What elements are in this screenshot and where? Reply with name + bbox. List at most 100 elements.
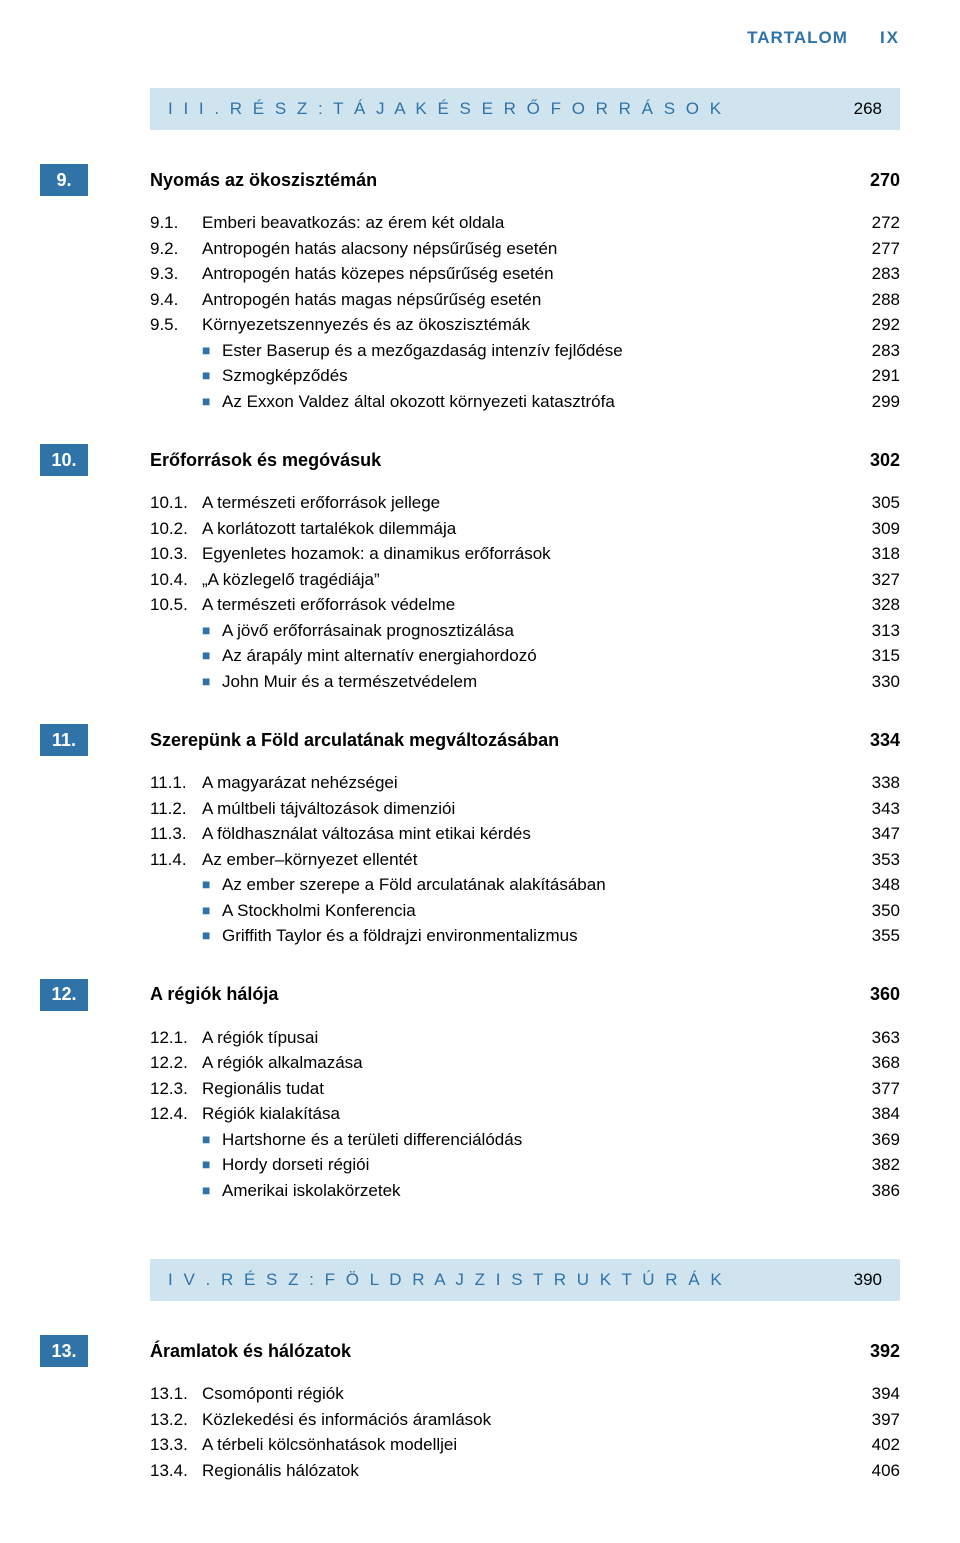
bullet-row: ■Griffith Taylor és a földrajzi environm… bbox=[150, 923, 900, 949]
section-page: 292 bbox=[858, 312, 900, 338]
section-page: 327 bbox=[858, 567, 900, 593]
bullet-page: 291 bbox=[858, 363, 900, 389]
section-num: 13.1. bbox=[150, 1381, 202, 1407]
square-bullet-icon: ■ bbox=[202, 1152, 222, 1178]
section-title: Környezetszennyezés és az ökoszisztémák bbox=[202, 312, 858, 338]
section-block: 13.1.Csomóponti régiók394 13.2.Közlekedé… bbox=[150, 1381, 900, 1483]
square-bullet-icon: ■ bbox=[202, 923, 222, 949]
section-num: 9.1. bbox=[150, 210, 202, 236]
section-num: 11.2. bbox=[150, 796, 202, 822]
chapter-page: 270 bbox=[858, 170, 900, 191]
bullet-text-italic: Exxon Valdez bbox=[247, 392, 350, 411]
section-title: Egyenletes hozamok: a dinamikus erőforrá… bbox=[202, 541, 858, 567]
section-row: 12.1.A régiók típusai363 bbox=[150, 1025, 900, 1051]
bullet-page: 355 bbox=[858, 923, 900, 949]
chapter-title: Szerepünk a Föld arculatának megváltozás… bbox=[150, 730, 858, 751]
bullet-row: ■Az árapály mint alternatív energiahordo… bbox=[150, 643, 900, 669]
bullet-spacer bbox=[150, 1127, 202, 1153]
section-row: 13.4.Regionális hálózatok406 bbox=[150, 1458, 900, 1484]
section-num: 10.5. bbox=[150, 592, 202, 618]
section-num: 11.4. bbox=[150, 847, 202, 873]
section-num: 9.3. bbox=[150, 261, 202, 287]
section-page: 347 bbox=[858, 821, 900, 847]
square-bullet-icon: ■ bbox=[202, 363, 222, 389]
bullet-spacer bbox=[150, 389, 202, 415]
bullet-title: A jövő erőforrásainak prognosztizálása bbox=[222, 618, 858, 644]
section-row: 12.4.Régiók kialakítása384 bbox=[150, 1101, 900, 1127]
chapter-page: 334 bbox=[858, 730, 900, 751]
chapter-badge: 10. bbox=[40, 444, 88, 476]
bullet-spacer bbox=[150, 618, 202, 644]
square-bullet-icon: ■ bbox=[202, 1178, 222, 1204]
section-num: 10.1. bbox=[150, 490, 202, 516]
chapter-badge: 12. bbox=[40, 979, 88, 1011]
chapter-page: 302 bbox=[858, 450, 900, 471]
square-bullet-icon: ■ bbox=[202, 1127, 222, 1153]
section-row: 10.4.„A közlegelő tragédiája”327 bbox=[150, 567, 900, 593]
section-title: Régiók kialakítása bbox=[202, 1101, 858, 1127]
section-page: 283 bbox=[858, 261, 900, 287]
toc-page: TARTALOM IX I I I . R É S Z : T Á J A K … bbox=[0, 0, 960, 1543]
section-page: 363 bbox=[858, 1025, 900, 1051]
section-row: 9.4.Antropogén hatás magas népsűrűség es… bbox=[150, 287, 900, 313]
chapter-title: A régiók hálója bbox=[150, 984, 858, 1005]
section-row: 9.5.Környezetszennyezés és az ökosziszté… bbox=[150, 312, 900, 338]
bullet-spacer bbox=[150, 898, 202, 924]
bullet-page: 315 bbox=[858, 643, 900, 669]
section-title: Az ember–környezet ellentét bbox=[202, 847, 858, 873]
part-title: I I I . R É S Z : T Á J A K É S E R Ő F … bbox=[168, 99, 854, 119]
section-title: Antropogén hatás alacsony népsűrűség ese… bbox=[202, 236, 858, 262]
bullet-spacer bbox=[150, 363, 202, 389]
bullet-title: Ester Baserup és a mezőgazdaság intenzív… bbox=[222, 338, 858, 364]
square-bullet-icon: ■ bbox=[202, 872, 222, 898]
bullet-page: 386 bbox=[858, 1178, 900, 1204]
section-title: „A közlegelő tragédiája” bbox=[202, 567, 858, 593]
section-page: 377 bbox=[858, 1076, 900, 1102]
section-title: Emberi beavatkozás: az érem két oldala bbox=[202, 210, 858, 236]
bullet-row: ■A Stockholmi Konferencia350 bbox=[150, 898, 900, 924]
bullet-title: Hartshorne és a területi differenciálódá… bbox=[222, 1127, 858, 1153]
section-title: A térbeli kölcsönhatások modelljei bbox=[202, 1432, 858, 1458]
bullet-title: John Muir és a természetvédelem bbox=[222, 669, 858, 695]
section-num: 12.2. bbox=[150, 1050, 202, 1076]
section-row: 11.4.Az ember–környezet ellentét353 bbox=[150, 847, 900, 873]
section-title: Regionális hálózatok bbox=[202, 1458, 858, 1484]
section-title: A régiók típusai bbox=[202, 1025, 858, 1051]
bullet-spacer bbox=[150, 872, 202, 898]
section-num: 9.2. bbox=[150, 236, 202, 262]
square-bullet-icon: ■ bbox=[202, 618, 222, 644]
bullet-page: 283 bbox=[858, 338, 900, 364]
section-row: 9.3.Antropogén hatás közepes népsűrűség … bbox=[150, 261, 900, 287]
section-num: 11.3. bbox=[150, 821, 202, 847]
section-title: Antropogén hatás magas népsűrűség esetén bbox=[202, 287, 858, 313]
section-row: 10.3.Egyenletes hozamok: a dinamikus erő… bbox=[150, 541, 900, 567]
section-page: 384 bbox=[858, 1101, 900, 1127]
section-title: A magyarázat nehézségei bbox=[202, 770, 858, 796]
bullet-row: ■Hordy dorseti régiói382 bbox=[150, 1152, 900, 1178]
part-bar-4: I V . R É S Z : F Ö L D R A J Z I S T R … bbox=[150, 1259, 900, 1301]
bullet-title: Az árapály mint alternatív energiahordoz… bbox=[222, 643, 858, 669]
running-head: TARTALOM IX bbox=[40, 28, 900, 48]
chapter-badge: 13. bbox=[40, 1335, 88, 1367]
section-num: 12.1. bbox=[150, 1025, 202, 1051]
bullet-page: 350 bbox=[858, 898, 900, 924]
square-bullet-icon: ■ bbox=[202, 898, 222, 924]
section-num: 12.4. bbox=[150, 1101, 202, 1127]
bullet-row: ■Szmogképződés291 bbox=[150, 363, 900, 389]
bullet-title: Az Exxon Valdez által okozott környezeti… bbox=[222, 389, 858, 415]
section-page: 402 bbox=[858, 1432, 900, 1458]
bullet-spacer bbox=[150, 669, 202, 695]
bullet-row: ■John Muir és a természetvédelem330 bbox=[150, 669, 900, 695]
section-row: 11.2.A múltbeli tájváltozások dimenziói3… bbox=[150, 796, 900, 822]
bullet-title: Az ember szerepe a Föld arculatának alak… bbox=[222, 872, 858, 898]
section-title: Antropogén hatás közepes népsűrűség eset… bbox=[202, 261, 858, 287]
bullet-row: ■Az Exxon Valdez által okozott környezet… bbox=[150, 389, 900, 415]
bullet-page: 348 bbox=[858, 872, 900, 898]
bullet-page: 330 bbox=[858, 669, 900, 695]
square-bullet-icon: ■ bbox=[202, 389, 222, 415]
chapter-row: 10. Erőforrások és megóvásuk 302 bbox=[40, 444, 900, 476]
section-row: 9.2.Antropogén hatás alacsony népsűrűség… bbox=[150, 236, 900, 262]
section-page: 309 bbox=[858, 516, 900, 542]
bullet-page: 369 bbox=[858, 1127, 900, 1153]
section-block: 9.1.Emberi beavatkozás: az érem két olda… bbox=[150, 210, 900, 414]
